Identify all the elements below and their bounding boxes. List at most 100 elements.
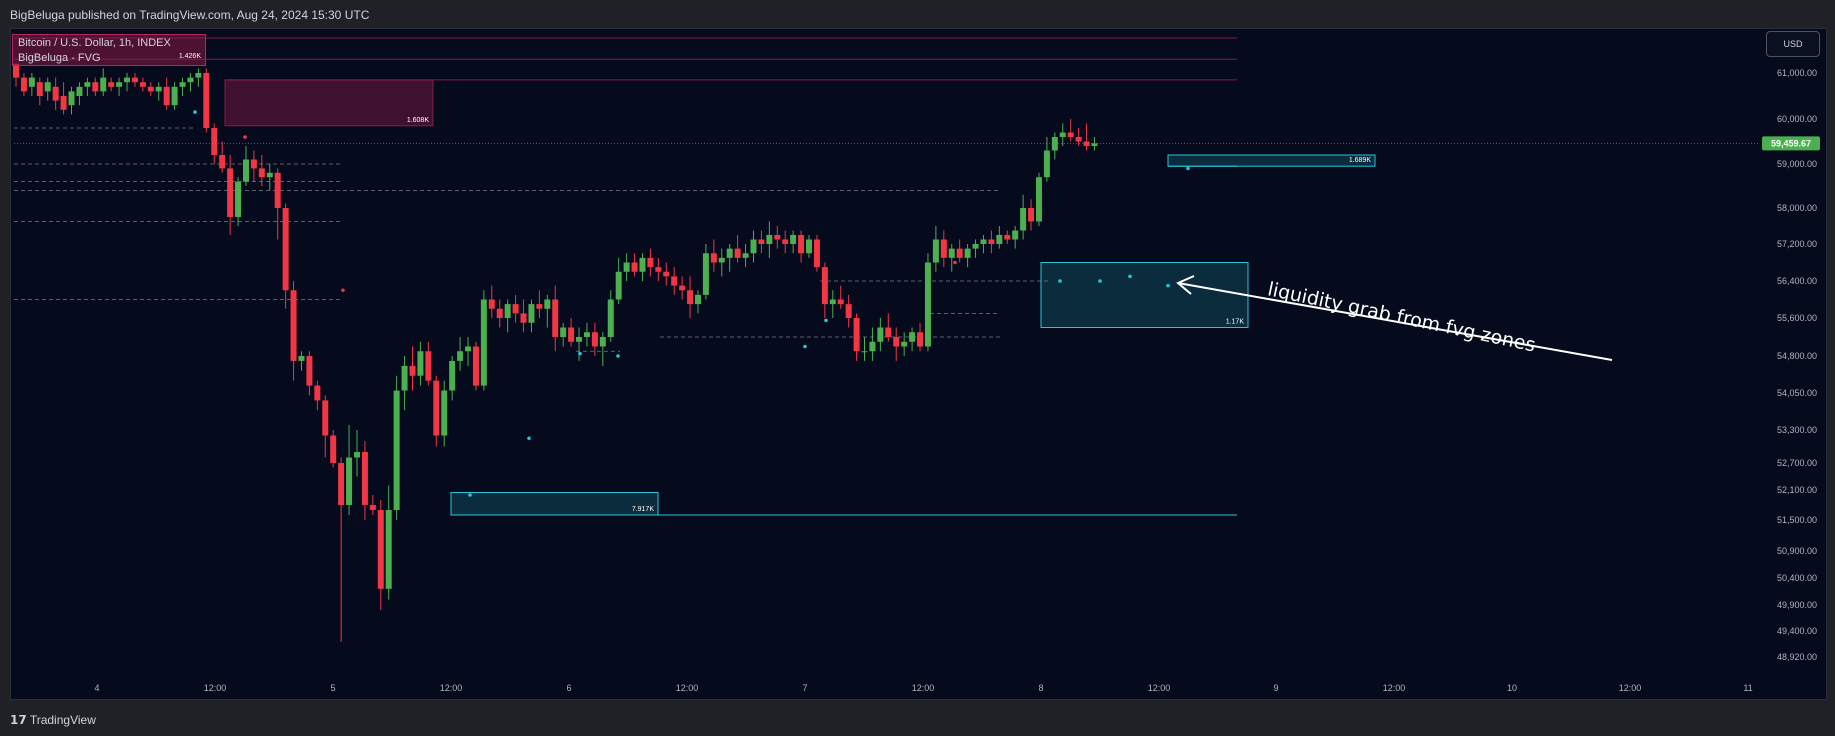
chart-pane[interactable] — [10, 28, 1827, 700]
candle-body — [568, 327, 575, 342]
candle-body — [203, 73, 210, 128]
candle-body — [528, 304, 535, 323]
x-tick-label: 12:00 — [676, 683, 699, 693]
candle-body — [718, 257, 725, 263]
liquidity-dot — [193, 110, 197, 114]
candle-body — [837, 299, 844, 305]
bullish-fvg-zone — [1040, 262, 1249, 328]
candle-body — [100, 77, 107, 92]
candle-body — [211, 128, 218, 155]
y-tick-label: 56,400.00 — [1777, 276, 1817, 286]
fvg-zone-label: 1.689K — [1349, 157, 1372, 164]
candle-body — [583, 332, 590, 337]
candle-body — [1028, 208, 1035, 222]
candle-body — [139, 82, 146, 87]
x-tick-label: 12:00 — [1383, 683, 1406, 693]
candle-body — [591, 332, 598, 347]
candle-body — [417, 351, 424, 376]
candle-body — [369, 505, 376, 510]
last-price-label: 59,459.67 — [1771, 138, 1811, 148]
candle-body — [1091, 143, 1098, 146]
attribution-text: BigBeluga published on TradingView.com, … — [10, 8, 370, 22]
candle-body — [124, 77, 131, 83]
chart-legend: Bitcoin / U.S. Dollar, 1h, INDEX BigBelu… — [12, 34, 206, 66]
candle-body — [441, 390, 448, 436]
candle-body — [227, 168, 234, 217]
currency-button[interactable]: USD — [1766, 31, 1820, 57]
candle-body — [813, 239, 820, 268]
candle-body — [980, 239, 987, 244]
candle-body — [726, 248, 733, 258]
candle-body — [274, 172, 281, 208]
candle-body — [655, 267, 662, 272]
candle-body — [163, 86, 170, 106]
liquidity-dot — [243, 135, 247, 139]
footer: 𝟭𝟳 TradingView — [0, 705, 400, 733]
candle-body — [560, 327, 567, 337]
candle-body — [330, 435, 337, 463]
candle-body — [710, 253, 717, 263]
candle-body — [806, 239, 812, 254]
candle-body — [964, 248, 971, 258]
candle-body — [496, 308, 503, 318]
candle-body — [615, 271, 622, 300]
candle-body — [314, 385, 321, 401]
y-tick-label: 51,500.00 — [1777, 515, 1817, 525]
candle-body — [917, 332, 924, 347]
candle-body — [449, 360, 456, 391]
y-tick-label: 50,400.00 — [1777, 573, 1817, 583]
bullish-fvg-zone — [450, 492, 659, 516]
fvg-zone-label: 1.608K — [407, 117, 430, 124]
candle-body — [290, 290, 297, 361]
candle-body — [472, 346, 479, 386]
candle-body — [948, 248, 955, 258]
candle-body — [393, 390, 400, 510]
candle-body — [346, 457, 353, 505]
attribution-bar: BigBeluga published on TradingView.com, … — [0, 0, 1835, 28]
candle-body — [877, 327, 884, 342]
candle-body — [893, 337, 900, 347]
candle-body — [996, 235, 1003, 244]
bearish-fvg-zone — [224, 79, 434, 127]
candle-body — [845, 304, 852, 318]
candle-body — [20, 77, 27, 92]
candle-body — [932, 239, 939, 263]
candle-body — [631, 262, 638, 272]
candle-body — [1051, 137, 1058, 151]
brand-label: TradingView — [29, 713, 96, 727]
candle-body — [401, 365, 408, 391]
x-tick-label: 11 — [1743, 683, 1752, 693]
y-tick-label: 49,900.00 — [1777, 600, 1817, 610]
candle-body — [171, 86, 178, 106]
candle-body — [853, 318, 860, 352]
candle-body — [235, 181, 242, 217]
candle-body — [1075, 137, 1082, 142]
liquidity-dot — [1128, 274, 1132, 279]
candle-body — [766, 235, 773, 244]
candle-body — [1067, 132, 1074, 137]
candle-body — [829, 299, 836, 305]
candle-body — [694, 294, 701, 305]
candle-body — [671, 276, 678, 286]
y-tick-label: 54,050.00 — [1777, 388, 1817, 398]
candle-body — [409, 365, 416, 376]
liquidity-dot — [1098, 279, 1102, 283]
candle-body — [60, 96, 67, 110]
x-tick-label: 12:00 — [204, 683, 227, 693]
candle-body — [36, 82, 43, 96]
candle-body — [885, 327, 892, 337]
candle-body — [242, 159, 249, 182]
liquidity-dot — [468, 493, 472, 497]
tradingview-logo[interactable]: 𝟭𝟳 TradingView — [10, 713, 96, 727]
candle-body — [1012, 230, 1019, 240]
candle-body — [742, 253, 749, 258]
candle-body — [861, 351, 868, 353]
candle-body — [774, 235, 781, 240]
candle-body — [924, 262, 931, 347]
y-tick-label: 61,000.00 — [1777, 68, 1817, 78]
candle-body — [76, 86, 83, 96]
x-tick-label: 4 — [94, 683, 99, 693]
candle-body — [195, 73, 202, 78]
candle-body — [282, 208, 289, 291]
